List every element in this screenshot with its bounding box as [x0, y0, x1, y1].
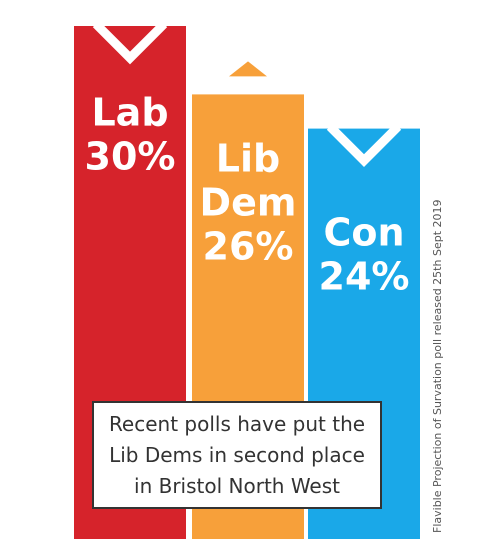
bar-label: Lab — [91, 90, 168, 134]
chevron-down-icon — [92, 20, 168, 65]
bar-label: 26% — [203, 224, 294, 268]
markers-layer — [92, 20, 402, 167]
bars-layer — [74, 26, 420, 539]
chevron-down-icon — [326, 123, 402, 167]
bar-label: 24% — [319, 254, 410, 298]
callout-box: Recent polls have put the Lib Dems in se… — [92, 401, 382, 509]
source-note: Flavible Projection of Survation poll re… — [431, 199, 444, 533]
bar-label: Lib — [216, 136, 280, 180]
bar-label: 30% — [85, 134, 176, 178]
up-arrow-icon — [229, 61, 267, 77]
bar-label: Con — [323, 210, 404, 254]
callout-text: Recent polls have put the Lib Dems in se… — [108, 411, 366, 498]
bar-label: Dem — [200, 180, 297, 224]
